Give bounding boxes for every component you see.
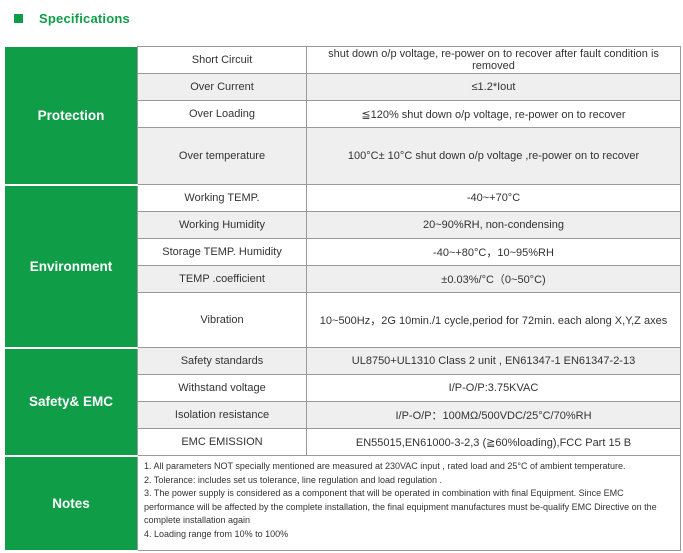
spec-label: Safety standards: [137, 347, 307, 375]
spec-label: Over Current: [137, 73, 307, 101]
specifications-table: Protection Short Circuit shut down o/p v…: [5, 46, 681, 552]
table-row: Environment Working TEMP. -40~+70°C: [5, 184, 681, 349]
spec-value: EN55015,EN61000-3-2,3 (≧60%loading),FCC …: [306, 428, 681, 456]
spec-value: shut down o/p voltage, re-power on to re…: [306, 46, 681, 74]
group-safety-emc: Safety& EMC: [5, 347, 138, 457]
spec-value: I/P-O/P:3.75KVAC: [306, 374, 681, 402]
spec-label: Over Loading: [137, 100, 307, 128]
spec-value: -40~+70°C: [306, 184, 681, 212]
note-item: 4. Loading range from 10% to 100%: [144, 528, 289, 539]
spec-value: 20~90%RH, non-condensing: [306, 211, 681, 239]
spec-label: Vibration: [137, 292, 307, 348]
table-row: Safety& EMC Safety standards UL8750+UL13…: [5, 347, 681, 457]
spec-value: UL8750+UL1310 Class 2 unit , EN61347-1 E…: [306, 347, 681, 375]
note-item: 2. Tolerance: includes set us tolerance,…: [144, 474, 443, 485]
table-row: EMC EMISSION EN55015,EN61000-3-2,3 (≧60%…: [5, 428, 681, 456]
spec-label: Isolation resistance: [137, 401, 307, 429]
spec-label: Storage TEMP. Humidity: [137, 238, 307, 266]
table-row: Over Loading ≦120% shut down o/p voltage…: [5, 100, 681, 128]
spec-value: -40~+80°C，10~95%RH: [306, 238, 681, 266]
spec-value: 100°C± 10°C shut down o/p voltage ,re-po…: [306, 127, 681, 185]
spec-label: TEMP .coefficient: [137, 265, 307, 293]
group-notes: Notes: [5, 455, 138, 552]
spec-value: ±0.03%/°C（0~50°C): [306, 265, 681, 293]
spec-value: ≦120% shut down o/p voltage, re-power on…: [306, 100, 681, 128]
table-row: Storage TEMP. Humidity -40~+80°C，10~95%R…: [5, 238, 681, 266]
table-row: Vibration 10~500Hz，2G 10min./1 cycle,per…: [5, 292, 681, 348]
group-environment: Environment: [5, 184, 138, 349]
spec-label: Short Circuit: [137, 46, 307, 74]
table-row: Withstand voltage I/P-O/P:3.75KVAC: [5, 374, 681, 402]
table-row: Isolation resistance I/P-O/P：100MΩ/500VD…: [5, 401, 681, 429]
spec-label: Withstand voltage: [137, 374, 307, 402]
green-square-icon: [14, 13, 23, 23]
group-protection: Protection: [5, 46, 138, 186]
table-row: Over Current ≤1.2*Iout: [5, 73, 681, 101]
spec-label: Over temperature: [137, 127, 307, 185]
table-row: TEMP .coefficient ±0.03%/°C（0~50°C): [5, 265, 681, 293]
note-item: 1. All parameters NOT specially mentione…: [144, 461, 626, 471]
spec-value: I/P-O/P：100MΩ/500VDC/25°C/70%RH: [306, 401, 681, 429]
section-header: Specifications: [14, 9, 130, 27]
spec-label: Working TEMP.: [137, 184, 307, 212]
table-row: Working Humidity 20~90%RH, non-condensin…: [5, 211, 681, 239]
table-row: Notes 1. All parameters NOT specially me…: [5, 455, 681, 552]
spec-value: 10~500Hz，2G 10min./1 cycle,period for 72…: [306, 292, 681, 348]
note-item: 3. The power supply is considered as a c…: [144, 488, 657, 525]
section-title: Specifications: [39, 10, 130, 26]
spec-value: ≤1.2*Iout: [306, 73, 681, 101]
table-row: Protection Short Circuit shut down o/p v…: [5, 46, 681, 186]
spec-label: EMC EMISSION: [137, 428, 307, 456]
spec-label: Working Humidity: [137, 211, 307, 239]
notes-cell: 1. All parameters NOT specially mentione…: [137, 455, 681, 551]
table-row: Over temperature 100°C± 10°C shut down o…: [5, 127, 681, 185]
